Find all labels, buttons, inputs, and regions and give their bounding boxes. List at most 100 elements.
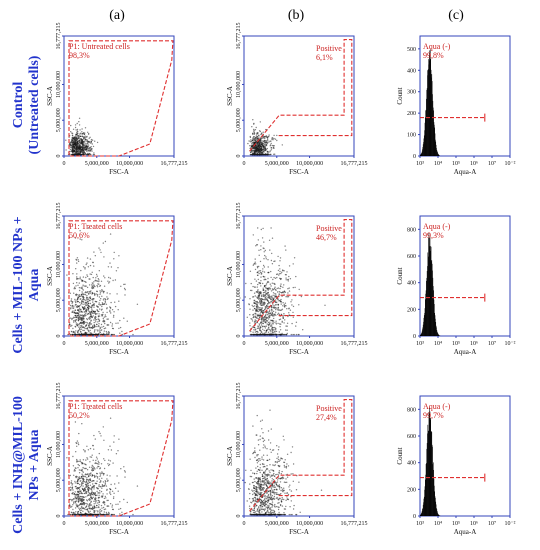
scatter-point (83, 147, 85, 149)
scatter-point (270, 149, 273, 151)
gate-label: Positive (316, 44, 342, 53)
scatter-point (285, 505, 287, 508)
scatter-point (265, 318, 267, 320)
scatter-point (86, 513, 88, 516)
scatter-point (98, 484, 100, 486)
scatter-point (91, 508, 93, 510)
scatter-point (265, 290, 267, 292)
scatter-point (103, 439, 105, 441)
scatter-point (99, 292, 102, 294)
scatter-point (255, 491, 257, 493)
scatter-point (287, 493, 290, 496)
scatter-point (257, 325, 259, 327)
scatter-point (102, 292, 105, 294)
scatter-point (286, 481, 288, 483)
column-header-b: (b) (288, 8, 305, 23)
scatter-point (91, 282, 94, 284)
scatter-point (285, 467, 288, 469)
scatter-point (84, 147, 86, 149)
scatter-point (71, 141, 74, 143)
scatter-point (257, 278, 259, 281)
scatter-point (92, 276, 94, 279)
scatter-point (265, 140, 267, 142)
scatter-point (74, 332, 76, 335)
scatter-point (91, 474, 93, 476)
histogram-bar (422, 147, 424, 156)
scatter-point (265, 513, 267, 516)
scatter-point (109, 460, 112, 462)
scatter-point (72, 307, 74, 310)
scatter-point (92, 444, 94, 447)
histogram-bar (437, 333, 439, 336)
scatter-point (87, 491, 89, 493)
scatter-point (93, 503, 95, 505)
scatter-point (97, 306, 99, 308)
scatter-point (100, 309, 103, 311)
scatter-point (109, 277, 112, 279)
scatter-point (300, 295, 303, 298)
scatter-point (252, 493, 254, 496)
scatter-point (94, 462, 97, 464)
scatter-point (252, 305, 254, 308)
scatter-point (91, 291, 93, 294)
scatter-point (272, 497, 274, 500)
scatter-point (254, 331, 257, 333)
scatter-point (256, 265, 259, 268)
scatter-point (270, 276, 272, 279)
scatter-point (80, 279, 83, 281)
scatter-point (81, 143, 84, 146)
scatter-point (89, 311, 91, 313)
histogram-bar (436, 147, 437, 156)
scatter-point (269, 313, 271, 315)
scatter-point (89, 297, 92, 300)
scatter-point (75, 136, 77, 139)
scatter-point (86, 485, 88, 487)
scatter-point (276, 134, 278, 137)
scatter-point (98, 329, 100, 331)
scatter-point (252, 497, 254, 500)
scatter-point (265, 483, 267, 485)
scatter-point (280, 473, 282, 475)
scatter-point (94, 255, 97, 257)
scatter-point (88, 504, 91, 506)
scatter-point (83, 142, 85, 144)
scatter-point (83, 143, 85, 145)
scatter-point (78, 134, 80, 137)
scatter-point (264, 254, 266, 257)
scatter-point (264, 316, 266, 319)
scatter-point (272, 139, 274, 141)
scatter-point (264, 294, 266, 296)
scatter-point (262, 309, 264, 312)
scatter-point (277, 458, 280, 461)
scatter-point (94, 500, 97, 502)
scatter-point (273, 472, 275, 475)
scatter-point (291, 322, 293, 325)
scatter-point (77, 314, 79, 317)
scatter-point (87, 449, 90, 451)
scatter-point (267, 501, 269, 504)
scatter-point (257, 290, 259, 292)
scatter-point (102, 474, 105, 476)
histogram-bar (438, 154, 439, 156)
scatter-point (85, 299, 87, 302)
scatter-point (267, 139, 269, 141)
scatter-point (255, 126, 257, 129)
x-tick-label: 5,000,000 (265, 341, 289, 347)
scatter-point (258, 249, 260, 251)
scatter-point (273, 489, 275, 491)
scatter-point (70, 511, 73, 513)
scatter-point (275, 328, 277, 330)
scatter-point (108, 282, 110, 284)
histogram-bar (431, 77, 432, 156)
scatter-point (76, 513, 78, 516)
scatter-point (279, 333, 281, 336)
scatter-point (109, 306, 111, 308)
scatter-point (265, 503, 268, 506)
scatter-point (283, 284, 285, 286)
x-tick-label: 10⁴ (434, 161, 442, 167)
scatter-point (126, 320, 128, 322)
scatter-point (98, 283, 100, 285)
scatter-point (73, 292, 75, 294)
scatter-point (267, 490, 270, 492)
scatter-point (77, 131, 79, 133)
